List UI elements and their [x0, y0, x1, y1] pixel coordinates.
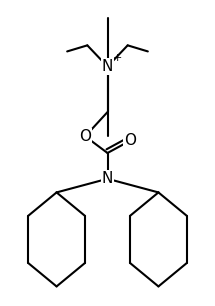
- Text: N: N: [102, 59, 113, 74]
- Text: O: O: [79, 129, 91, 144]
- Text: +: +: [113, 53, 122, 63]
- Text: O: O: [124, 133, 136, 148]
- Text: N: N: [102, 171, 113, 186]
